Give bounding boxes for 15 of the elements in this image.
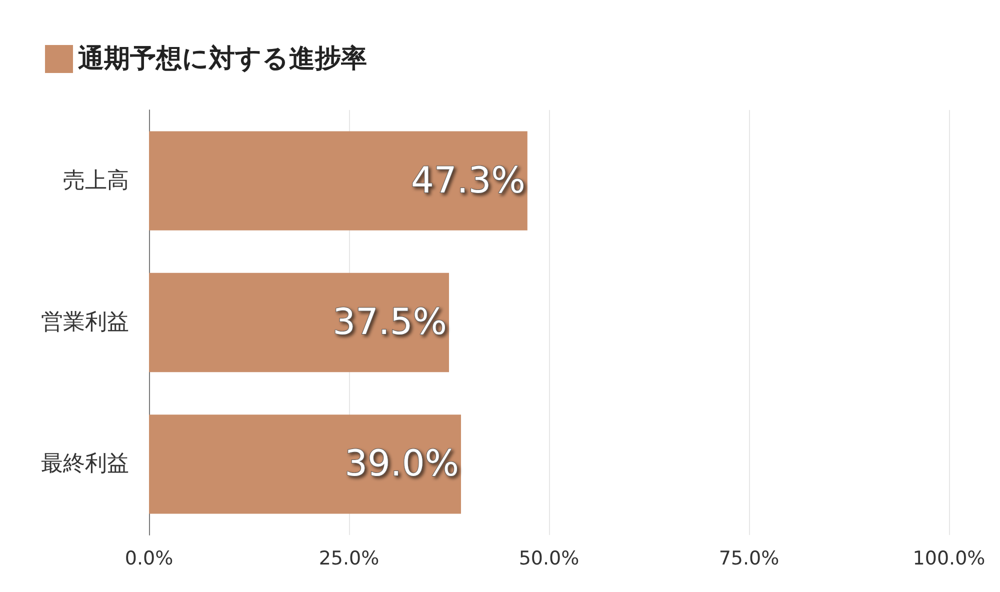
y-tick-label: 営業利益: [41, 310, 129, 335]
data-label: 39.0%: [344, 444, 459, 485]
legend-label: 通期予想に対する進捗率: [78, 44, 367, 74]
y-tick-label: 売上高: [63, 168, 129, 194]
bar: [149, 131, 528, 230]
x-tick-label: 100.0%: [912, 548, 986, 570]
x-tick-label: 25.0%: [318, 548, 380, 570]
x-tick-label: 0.0%: [124, 548, 174, 570]
data-label: 47.3%: [411, 160, 526, 202]
x-tick-label: 50.0%: [518, 548, 580, 570]
bar: [149, 272, 449, 372]
y-tick-label: 最終利益: [41, 452, 129, 477]
data-label: 37.5%: [332, 302, 447, 343]
bar: [149, 414, 461, 514]
x-tick-label: 75.0%: [718, 548, 780, 570]
